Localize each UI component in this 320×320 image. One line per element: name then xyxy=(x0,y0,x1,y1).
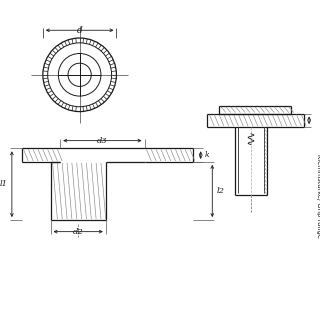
Text: d2: d2 xyxy=(73,228,84,236)
Text: d: d xyxy=(77,26,83,36)
Text: Klemmstärke/ Grip range: Klemmstärke/ Grip range xyxy=(316,154,320,238)
Text: l2: l2 xyxy=(216,187,224,195)
Text: l1: l1 xyxy=(0,180,8,188)
Text: k: k xyxy=(204,151,209,159)
Text: d3: d3 xyxy=(97,137,108,145)
